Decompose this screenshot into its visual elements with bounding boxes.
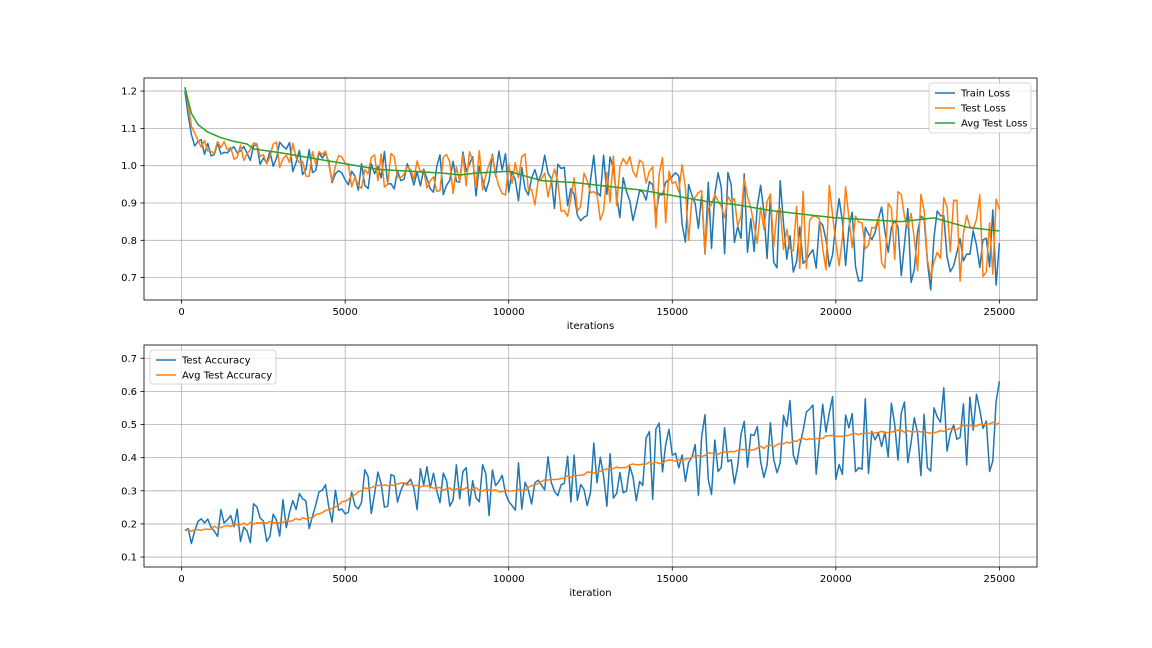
y-tick-label: 0.9 — [121, 198, 137, 209]
x-axis-label: iteration — [569, 588, 611, 599]
legend-label: Train Loss — [960, 89, 1010, 100]
series-line-avg-test-loss — [184, 87, 1000, 232]
y-tick-label: 0.3 — [121, 486, 137, 497]
y-tick-label: 0.6 — [121, 387, 137, 398]
y-tick-label: 0.7 — [121, 354, 137, 365]
x-tick-label: 5000 — [332, 574, 357, 585]
axes-frame — [143, 344, 1038, 568]
x-tick-label: 15000 — [656, 574, 688, 585]
legend-label: Avg Test Accuracy — [182, 371, 272, 382]
legend-label: Avg Test Loss — [961, 119, 1028, 130]
loss-chart: 0 5000 10000 15000 20000 25000 0.7 0.8 0.9 1.0 1.1… — [121, 77, 1038, 332]
x-tick-label: 25000 — [983, 574, 1015, 585]
y-tick-label: 0.2 — [121, 519, 137, 530]
y-tick-label: 1.1 — [121, 124, 137, 135]
x-tick-label: 10000 — [493, 574, 525, 585]
axes-frame — [143, 77, 1038, 301]
series-line-avg-test-accuracy — [184, 421, 1000, 533]
y-tick-label: 0.5 — [121, 420, 137, 431]
x-tick-label: 0 — [178, 307, 184, 318]
y-tick-label: 1.0 — [121, 161, 137, 172]
y-tick-label: 1.2 — [121, 87, 137, 98]
x-tick-label: 0 — [178, 574, 184, 585]
legend: Train Loss Test Loss Avg Test Loss — [928, 82, 1032, 134]
legend-box — [149, 349, 277, 385]
x-tick-label: 10000 — [493, 307, 525, 318]
legend-label: Test Loss — [960, 104, 1006, 115]
y-tick-label: 0.1 — [121, 553, 137, 564]
y-tick-label: 0.7 — [121, 273, 137, 284]
legend: Test Accuracy Avg Test Accuracy — [149, 349, 277, 385]
accuracy-chart: 0 5000 10000 15000 20000 25000 0.1 0.2 0.3 0.4 0.5… — [121, 344, 1038, 599]
y-tick-label: 0.4 — [121, 453, 137, 464]
x-tick-label: 15000 — [656, 307, 688, 318]
series-line-train-loss — [184, 90, 1001, 291]
series-line-test-loss — [184, 87, 1001, 282]
y-tick-label: 0.8 — [121, 236, 137, 247]
legend-label: Test Accuracy — [181, 356, 251, 367]
x-tick-label: 25000 — [983, 307, 1015, 318]
x-tick-label: 20000 — [820, 307, 852, 318]
x-axis-label: iterations — [567, 321, 614, 332]
x-tick-label: 5000 — [332, 307, 357, 318]
x-tick-label: 20000 — [820, 574, 852, 585]
legend-box — [928, 82, 1032, 134]
